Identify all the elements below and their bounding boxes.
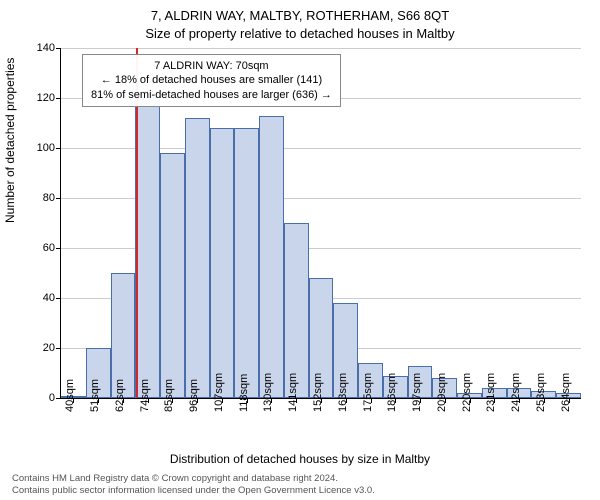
- footer-line-1: Contains HM Land Registry data © Crown c…: [12, 473, 375, 484]
- histogram-bar: [259, 116, 284, 399]
- ytick-label: 60: [43, 242, 55, 254]
- ytick-mark: [56, 148, 61, 149]
- gridline: [61, 48, 581, 49]
- ytick-mark: [56, 298, 61, 299]
- ytick-mark: [56, 48, 61, 49]
- ytick-mark: [56, 248, 61, 249]
- ytick-label: 140: [37, 42, 55, 54]
- histogram-bar: [185, 118, 210, 398]
- histogram-bar: [160, 153, 185, 398]
- y-axis-label: Number of detached properties: [3, 58, 17, 223]
- ytick-label: 0: [49, 392, 55, 404]
- histogram-bar: [284, 223, 309, 398]
- chart-title-sub: Size of property relative to detached ho…: [0, 26, 600, 41]
- ytick-mark: [56, 98, 61, 99]
- ytick-mark: [56, 348, 61, 349]
- annotation-line-2: ← 18% of detached houses are smaller (14…: [91, 73, 332, 87]
- annotation-box: 7 ALDRIN WAY: 70sqm ← 18% of detached ho…: [82, 54, 341, 107]
- ytick-mark: [56, 198, 61, 199]
- annotation-line-3: 81% of semi-detached houses are larger (…: [91, 88, 332, 102]
- histogram-bar: [135, 91, 160, 399]
- footer-attribution: Contains HM Land Registry data © Crown c…: [12, 473, 375, 496]
- histogram-bar: [234, 128, 259, 398]
- ytick-label: 40: [43, 292, 55, 304]
- ytick-label: 100: [37, 142, 55, 154]
- x-axis-label: Distribution of detached houses by size …: [0, 452, 600, 466]
- ytick-label: 80: [43, 192, 55, 204]
- chart-container: 7, ALDRIN WAY, MALTBY, ROTHERHAM, S66 8Q…: [0, 0, 600, 500]
- ytick-label: 20: [43, 342, 55, 354]
- annotation-line-1: 7 ALDRIN WAY: 70sqm: [91, 59, 332, 73]
- ytick-label: 120: [37, 92, 55, 104]
- footer-line-2: Contains public sector information licen…: [12, 485, 375, 496]
- ytick-mark: [56, 398, 61, 399]
- histogram-bar: [210, 128, 235, 398]
- chart-title-main: 7, ALDRIN WAY, MALTBY, ROTHERHAM, S66 8Q…: [0, 8, 600, 23]
